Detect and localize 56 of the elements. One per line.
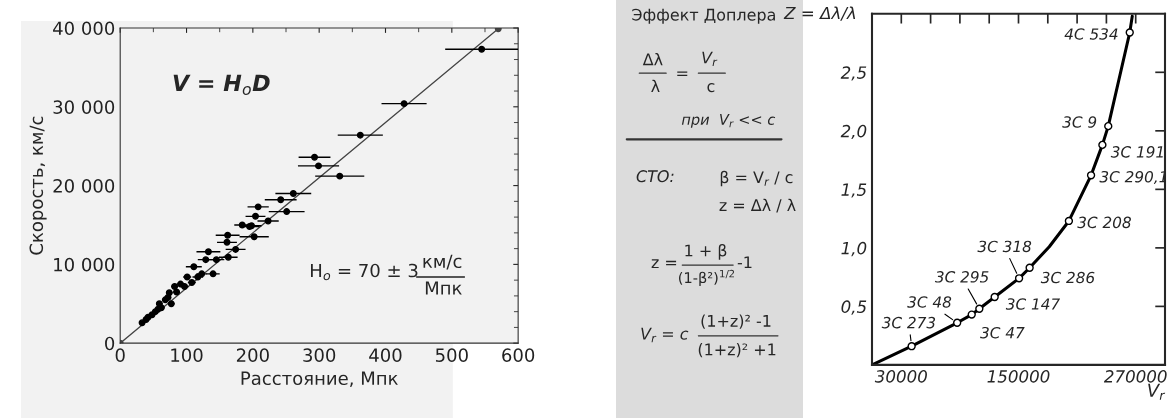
text: 1 + β	[685, 244, 727, 260]
x-tick-label: 270000	[1103, 370, 1167, 383]
x-tick-label: 200	[236, 348, 269, 363]
text: Δλ	[642, 53, 663, 66]
annotation: 3C 191	[1110, 146, 1163, 158]
text: (1-β²)$^{1/2}$	[679, 269, 735, 286]
annotation: 3C 208	[1077, 216, 1131, 229]
text: V$_{r}$ = c	[641, 327, 689, 343]
y-tick-label: 10 000	[54, 257, 115, 272]
annotation: 3C 9	[1062, 116, 1097, 128]
text: -1	[737, 256, 752, 269]
text: β = V$_{r}$ / c	[720, 170, 793, 187]
annotation: H$_{o}$ = 70 ± 3	[311, 263, 418, 281]
annotation: 3C 47	[980, 326, 1025, 339]
text: Эффект Доплера	[632, 8, 775, 24]
annotation: 3C 48	[907, 296, 952, 308]
annotation: Мпк	[425, 281, 462, 295]
x-axis-title: V$_{r}$	[1148, 383, 1166, 400]
y-tick-label: 20 000	[53, 179, 115, 193]
annotation: V = H$_{o}$D	[173, 74, 270, 95]
x-tick-label: 0	[115, 348, 125, 363]
y-tick-label: 1,5	[841, 183, 867, 198]
annotation: 3C 318	[977, 240, 1032, 253]
text: =	[677, 71, 688, 76]
annotation: 3C 273	[881, 316, 936, 329]
y-tick-label: 2,5	[840, 66, 867, 81]
y-tick-label: 0,5	[841, 300, 867, 315]
y-axis-title: Z = Δλ/λ	[783, 6, 856, 21]
x-tick-label: 400	[369, 348, 402, 363]
text: (1+z)² +1	[698, 343, 776, 358]
y-tick-label: 1,0	[841, 241, 867, 257]
x-tick-label: 30000	[874, 370, 927, 383]
y-axis-title: Скорость, км/с	[29, 116, 47, 255]
annotation: 3C 286	[1040, 271, 1095, 284]
text: z =	[651, 259, 677, 269]
text: СТО:	[636, 170, 674, 183]
x-axis-title: Расстояние, Мпк	[241, 371, 398, 387]
annotation: 3C 147	[1005, 298, 1061, 310]
x-tick-label: 600	[502, 348, 535, 363]
x-tick-label: 150000	[987, 370, 1050, 383]
annotation: км/с	[423, 254, 462, 270]
x-tick-label: 100	[171, 348, 203, 363]
annotation: 4C 534	[1064, 28, 1118, 40]
text: (1+z)² -1	[701, 314, 771, 329]
y-tick-label: 30 000	[53, 100, 115, 114]
text: V$_{r}$	[702, 51, 718, 66]
y-tick-label: 40 000	[53, 21, 115, 36]
text: при V$_{r}$ << c	[681, 114, 776, 128]
text: λ	[651, 79, 660, 92]
x-tick-label: 500	[435, 348, 468, 363]
text: z = Δλ / λ	[719, 198, 796, 213]
x-tick-label: 300	[303, 348, 336, 363]
text: c	[707, 82, 715, 93]
y-tick-label: 0	[105, 336, 115, 351]
y-tick-label: 2,0	[840, 124, 867, 140]
annotation: 3C 295	[934, 271, 989, 283]
